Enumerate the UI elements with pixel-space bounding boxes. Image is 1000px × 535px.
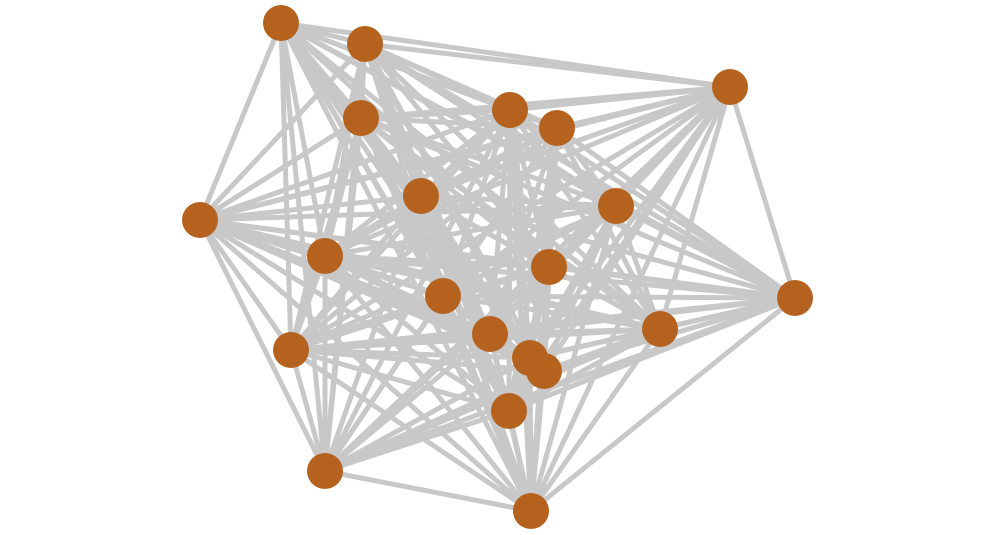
edge-n14-n15 [290,331,491,353]
edge-n9-n17 [323,253,546,374]
node-n17 [526,353,562,389]
node-n4 [492,92,528,128]
edge-n12-n15 [290,293,444,353]
edge-n8-n13 [613,205,663,330]
node-n7 [403,178,439,214]
edge-n1-n6 [198,42,367,222]
node-n14 [472,316,508,352]
edges [197,20,798,514]
node-n1 [347,26,383,62]
edge-n13-n18 [507,326,662,414]
edge-n1-n15 [288,43,368,351]
edge-n11-n12 [442,293,796,301]
node-n9 [307,238,343,274]
edge-n6-n7 [199,193,422,223]
edge-n15-n17 [290,347,545,374]
node-n5 [539,110,575,146]
edge-n5-n14 [487,127,560,335]
edge-n7-n9 [323,193,423,259]
edge-n5-n11 [555,125,797,301]
edge-n6-n20 [198,218,533,513]
edge-n1-n2 [364,41,731,90]
edge-n12-n19 [322,294,446,473]
edge-n3-n4 [360,107,511,121]
edge-n11-n20 [529,296,797,513]
edge-n4-n6 [199,107,511,223]
node-n13 [642,311,678,347]
node-n19 [307,453,343,489]
node-n3 [343,100,379,136]
node-n8 [598,188,634,224]
node-n18 [491,393,527,429]
edge-n7-n8 [420,193,617,209]
edge-n4-n8 [508,108,618,208]
node-n11 [777,280,813,316]
edge-n7-n11 [420,193,796,301]
edge-n5-n6 [199,125,558,223]
edge-n4-n20 [507,109,534,512]
nodes [182,5,813,529]
edge-n8-n11 [614,203,797,301]
edge-n6-n15 [197,218,294,352]
edge-n6-n19 [197,218,328,473]
node-n10 [531,249,567,285]
edge-n8-n15 [289,203,618,353]
edge-n0-n6 [197,22,284,221]
node-n20 [513,493,549,529]
node-n2 [712,69,748,105]
edge-n15-n19 [288,349,328,472]
edge-n2-n4 [509,84,731,113]
node-n0 [263,5,299,41]
edge-n16-n19 [323,355,532,474]
edge-n18-n19 [324,408,510,474]
edge-n6-n18 [198,217,511,414]
edge-n17-n20 [528,370,547,512]
node-n6 [182,202,218,238]
node-n12 [425,278,461,314]
node-n15 [273,332,309,368]
edge-n17-n19 [323,368,546,474]
edge-n3-n6 [198,115,363,223]
edge-n13-n20 [528,327,663,513]
edge-n19-n20 [324,468,532,514]
edge-n0-n19 [278,22,328,472]
edge-n8-n9 [324,203,617,259]
edge-n10-n11 [548,264,796,301]
edge-n12-n13 [442,293,661,332]
edge-n10-n18 [506,266,552,412]
edge-n2-n11 [727,86,798,299]
edge-n13-n16 [529,326,661,361]
